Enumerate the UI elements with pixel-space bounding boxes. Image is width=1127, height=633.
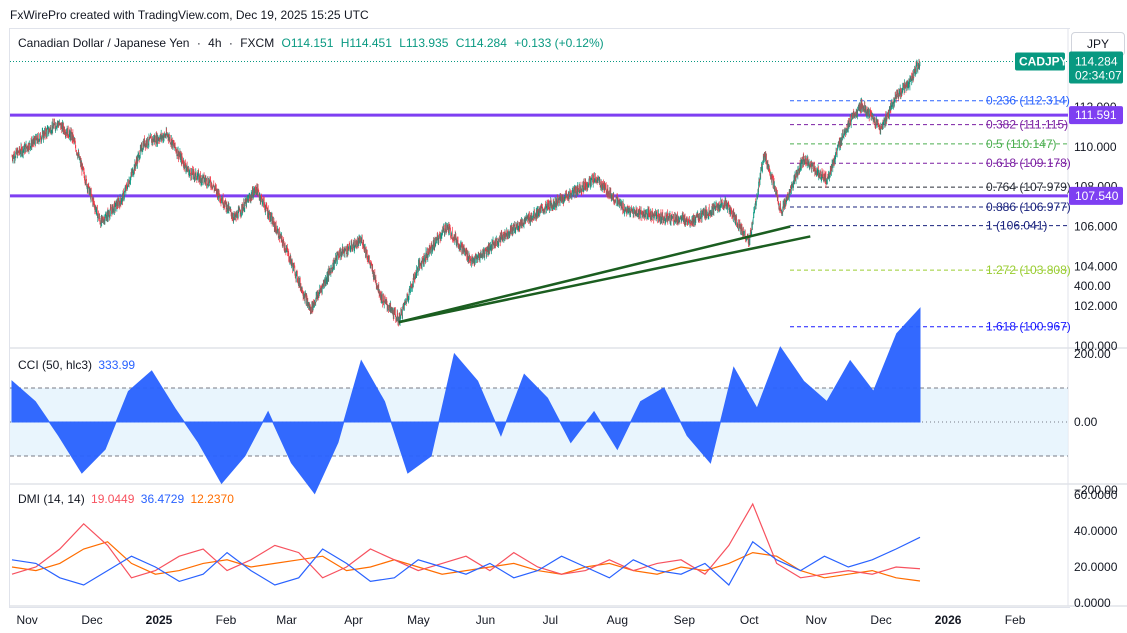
dmi-axis-label: 60.0000 [1074,488,1118,502]
current-price-value: 114.284 [1075,55,1118,69]
cci-axis-label: −200.00 [1074,483,1118,497]
time-axis-label: Jul [543,613,558,627]
high-value: H114.451 [340,36,392,50]
low-value: L113.935 [399,36,449,50]
fib-level-label: 1 (106.041) [986,219,1047,233]
price-axis-label: 106.000 [1074,220,1118,234]
time-axis-label: Feb [1005,613,1026,627]
price-axis-label: 102.000 [1074,299,1118,313]
symbol-name[interactable]: Canadian Dollar / Japanese Yen [18,36,190,50]
fib-level-label: 1.618 (100.967) [986,320,1071,334]
price-axis-label: 110.000 [1074,140,1117,154]
symbol-header: Canadian Dollar / Japanese Yen · 4h · FX… [18,36,604,50]
dmi-legend[interactable]: DMI (14, 14) 19.0449 36.4729 12.2370 [18,492,237,506]
time-axis-label: Aug [607,613,628,627]
bar-countdown: 02:34:07 [1075,69,1122,83]
cci-axis-label: 0.00 [1074,415,1098,429]
time-axis-label: Feb [216,613,237,627]
fib-level-label: 0.236 (112.314) [986,94,1070,108]
trendline-upper [398,225,791,324]
chart-frame [9,28,1070,608]
plus-di-line [11,536,921,586]
level-price-tag [1069,106,1123,125]
fib-level-label: 0.764 (107.979) [986,180,1071,194]
time-axis-label: Dec [870,613,891,627]
change-value: +0.133 (+0.12%) [514,36,604,50]
level-price-tag [1069,186,1123,205]
attribution-text: FxWirePro created with TradingView.com, … [10,8,369,22]
interval-label[interactable]: 4h [208,36,222,50]
minus-di-line [11,502,921,579]
time-axis-label: 2025 [146,613,173,627]
fib-level-label: 0.5 (110.147) [986,137,1057,151]
symbol-tag [1015,52,1065,71]
time-axis-label: Dec [81,613,102,627]
dmi-axis-label: 40.0000 [1074,524,1118,538]
time-axis-label: Nov [16,613,37,627]
cci-value: 333.99 [98,358,136,372]
time-axis-label: Apr [344,613,363,627]
cci-axis-label: 200.00 [1074,347,1111,361]
fib-level-label: 0.886 (106.977) [986,200,1071,214]
trendline-lower [398,235,811,324]
close-value: C114.284 [455,36,507,50]
time-axis-label: 2026 [935,613,962,627]
cci-axis-label: 400.00 [1074,279,1111,293]
dmi-plus-value: 36.4729 [140,492,185,506]
level-price-tag-text: 107.540 [1075,189,1119,203]
adx-value: 12.2370 [190,492,234,506]
price-axis-label: 104.000 [1074,259,1118,273]
dmi-axis-label: 0.0000 [1074,596,1111,610]
price-axis-label: 100.000 [1074,339,1118,353]
time-axis-label: May [407,613,430,627]
level-price-tag-text: 111.591 [1075,108,1117,122]
adx-line [11,541,921,582]
fib-level-label: 0.382 (111.115) [986,118,1068,132]
cci-label: CCI (50, hlc3) [18,358,93,372]
cci-area [11,307,921,495]
fib-level-label: 0.618 (109.178) [986,156,1071,170]
open-value: O114.151 [281,36,334,50]
time-axis-label: Jun [476,613,495,627]
symbol-tag-text: CADJPY [1019,55,1068,69]
time-axis-label: Oct [740,613,759,627]
current-price-tag [1069,51,1123,84]
time-axis-label: Nov [806,613,827,627]
dmi-minus-value: 19.0449 [91,492,135,506]
exchange-label: FXCM [240,36,275,50]
time-axis-label: Mar [276,613,297,627]
dmi-axis-label: 20.0000 [1074,560,1118,574]
dmi-label: DMI (14, 14) [18,492,85,506]
fib-level-label: 1.272 (103.808) [986,263,1071,277]
cci-legend[interactable]: CCI (50, hlc3) 333.99 [18,358,138,372]
time-axis-label: Sep [674,613,696,627]
